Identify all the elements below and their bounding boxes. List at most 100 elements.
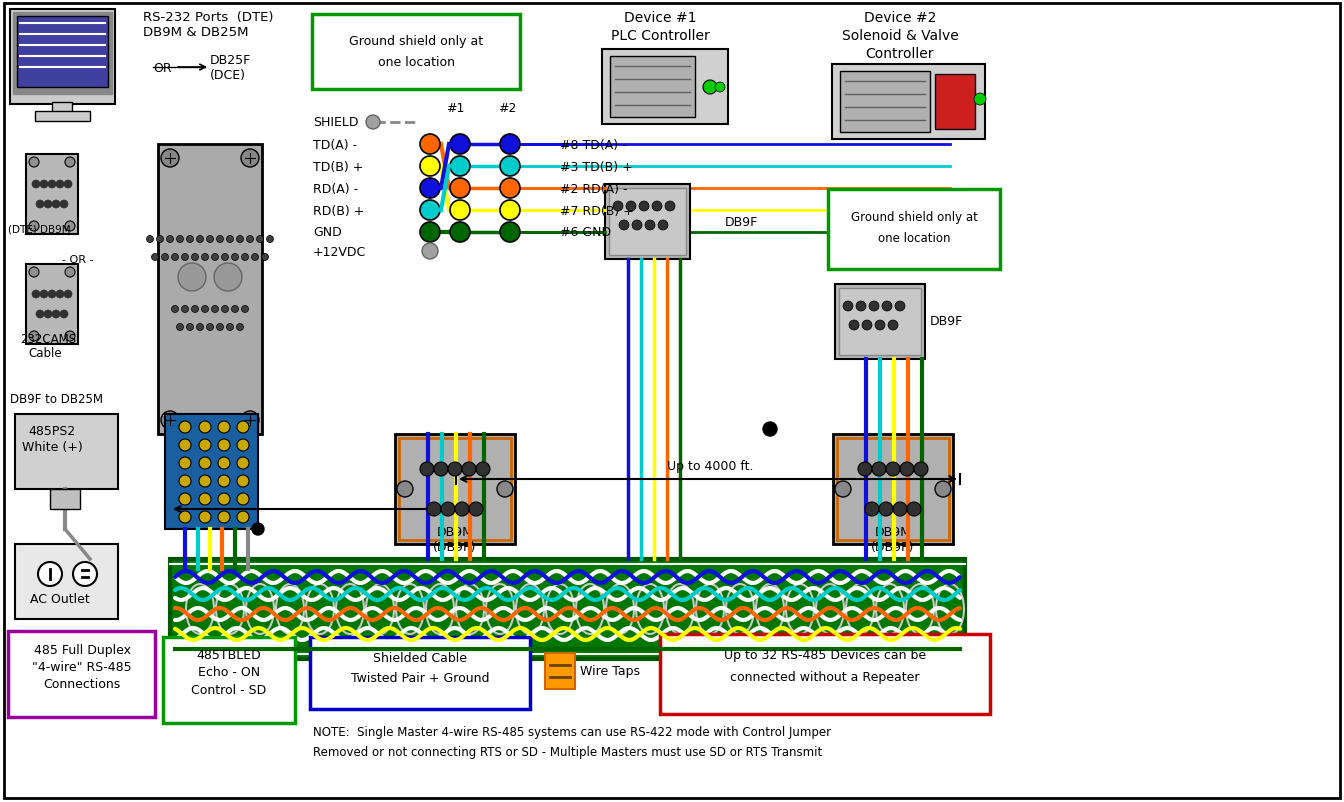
Text: Controller: Controller <box>866 47 934 61</box>
Circle shape <box>30 331 39 342</box>
Circle shape <box>231 254 238 261</box>
Text: one location: one location <box>878 231 950 244</box>
Text: DB9M & DB25M: DB9M & DB25M <box>142 26 249 39</box>
Bar <box>609 188 685 256</box>
Circle shape <box>462 463 476 476</box>
Text: (DB9P): (DB9P) <box>871 541 915 554</box>
Circle shape <box>60 310 69 318</box>
Circle shape <box>222 306 228 313</box>
Circle shape <box>73 562 97 586</box>
Circle shape <box>866 502 879 516</box>
Circle shape <box>152 254 159 261</box>
Circle shape <box>199 476 211 488</box>
Circle shape <box>30 158 39 168</box>
Circle shape <box>218 476 230 488</box>
Circle shape <box>179 476 191 488</box>
Circle shape <box>38 562 62 586</box>
Circle shape <box>207 237 214 243</box>
Circle shape <box>60 200 69 209</box>
Circle shape <box>763 423 777 436</box>
Circle shape <box>172 306 179 313</box>
Circle shape <box>196 237 203 243</box>
Circle shape <box>214 264 242 292</box>
Circle shape <box>181 254 188 261</box>
Circle shape <box>237 324 243 331</box>
Circle shape <box>179 493 191 505</box>
Circle shape <box>48 180 56 188</box>
Circle shape <box>419 135 439 155</box>
Text: TD(B) +: TD(B) + <box>313 160 363 173</box>
Text: OR: OR <box>153 62 172 75</box>
Circle shape <box>161 411 179 429</box>
Circle shape <box>179 439 191 452</box>
Circle shape <box>191 254 199 261</box>
Circle shape <box>231 306 238 313</box>
Circle shape <box>191 306 199 313</box>
Circle shape <box>202 254 208 261</box>
Text: DB9F: DB9F <box>930 315 964 328</box>
Bar <box>605 184 689 260</box>
Circle shape <box>857 463 872 476</box>
Circle shape <box>419 463 434 476</box>
Circle shape <box>914 463 927 476</box>
Circle shape <box>237 422 249 433</box>
Bar <box>828 190 1000 269</box>
Circle shape <box>715 83 724 93</box>
Circle shape <box>422 244 438 260</box>
Bar <box>660 634 991 714</box>
Circle shape <box>202 306 208 313</box>
Circle shape <box>862 321 872 330</box>
Bar <box>163 638 294 723</box>
Text: #3 TD(B) +: #3 TD(B) + <box>560 160 633 173</box>
Circle shape <box>218 422 230 433</box>
Circle shape <box>879 502 892 516</box>
Circle shape <box>176 237 184 243</box>
Circle shape <box>176 324 184 331</box>
Circle shape <box>237 439 249 452</box>
Bar <box>159 145 262 435</box>
Circle shape <box>257 237 263 243</box>
Text: 485 Full Duplex: 485 Full Duplex <box>34 644 130 657</box>
Circle shape <box>419 157 439 176</box>
Bar <box>399 439 511 541</box>
Circle shape <box>222 254 228 261</box>
Circle shape <box>218 457 230 469</box>
Circle shape <box>218 512 230 524</box>
Circle shape <box>632 221 642 231</box>
Circle shape <box>218 493 230 505</box>
Text: #2 RD(A) -: #2 RD(A) - <box>560 182 628 195</box>
Circle shape <box>199 457 211 469</box>
Circle shape <box>52 200 60 209</box>
Text: Wire Taps: Wire Taps <box>581 665 640 678</box>
Circle shape <box>56 290 65 298</box>
Circle shape <box>450 223 470 243</box>
Circle shape <box>665 202 675 212</box>
Circle shape <box>450 157 470 176</box>
Circle shape <box>886 463 900 476</box>
Bar <box>165 415 258 529</box>
Circle shape <box>187 324 194 331</box>
Circle shape <box>32 290 40 298</box>
Circle shape <box>179 457 191 469</box>
Circle shape <box>65 221 75 232</box>
Circle shape <box>65 158 75 168</box>
Bar <box>310 638 530 709</box>
Text: DB25F: DB25F <box>210 54 251 67</box>
Text: Echo - ON: Echo - ON <box>198 666 259 678</box>
Circle shape <box>843 302 853 312</box>
Text: connected without a Repeater: connected without a Repeater <box>730 670 919 683</box>
Circle shape <box>500 200 520 221</box>
Text: Control - SD: Control - SD <box>191 683 266 697</box>
Circle shape <box>218 439 230 452</box>
Circle shape <box>396 481 413 497</box>
Bar <box>15 545 118 619</box>
Text: 232CAMS: 232CAMS <box>20 333 77 346</box>
Text: RS-232 Ports  (DTE): RS-232 Ports (DTE) <box>142 11 273 25</box>
Circle shape <box>179 422 191 433</box>
Circle shape <box>40 290 48 298</box>
Circle shape <box>211 306 219 313</box>
Text: Device #1: Device #1 <box>624 11 696 25</box>
Bar <box>17 17 108 88</box>
Bar <box>610 57 695 118</box>
Bar <box>26 265 78 345</box>
